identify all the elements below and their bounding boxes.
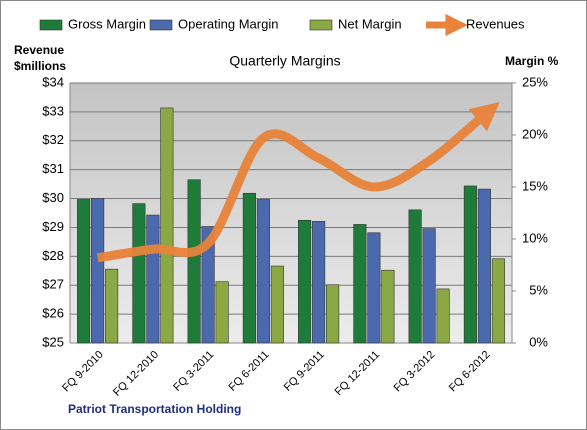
y-tick-label: $34 <box>42 74 64 89</box>
legend-label: Operating Margin <box>178 16 278 31</box>
bar <box>187 179 201 344</box>
y-axis-label: Revenue <box>14 43 64 57</box>
y2-tick-label: 25% <box>522 74 548 89</box>
legend-swatch <box>149 19 173 31</box>
bar <box>91 198 105 344</box>
bar <box>201 226 215 344</box>
bar <box>422 228 436 344</box>
bar <box>270 265 284 344</box>
bar <box>77 199 91 344</box>
legend-swatch <box>39 19 63 31</box>
y-tick-label: $30 <box>42 190 64 205</box>
y-tick-label: $28 <box>42 248 64 263</box>
bar <box>477 188 491 344</box>
bar <box>463 185 477 344</box>
bar <box>326 284 340 344</box>
y2-tick-label: 10% <box>522 230 548 245</box>
bar <box>298 219 312 344</box>
y2-tick-label: 0% <box>529 334 548 349</box>
y-tick-label: $29 <box>42 219 64 234</box>
bar <box>436 288 450 344</box>
y2-tick-label: 20% <box>522 126 548 141</box>
legend-label: Net Margin <box>338 16 402 31</box>
legend-label: Gross Margin <box>68 16 146 31</box>
bar <box>312 221 326 344</box>
legend-label: Revenues <box>466 16 525 31</box>
y-tick-label: $26 <box>42 306 64 321</box>
y-tick-label: $25 <box>42 334 64 349</box>
y-tick-label: $33 <box>42 103 64 118</box>
y2-tick-label: 15% <box>522 178 548 193</box>
y2-tick-label: 5% <box>529 282 548 297</box>
footer: Patriot Transportation Holding <box>68 402 241 416</box>
y-tick-label: $27 <box>42 277 64 292</box>
bar <box>146 214 160 344</box>
y-tick-label: $31 <box>42 161 64 176</box>
bar <box>491 258 505 344</box>
bar <box>215 281 229 344</box>
bar <box>353 224 367 344</box>
y2-axis-label: Margin % <box>505 54 559 68</box>
y-axis-label: $millions <box>14 59 66 73</box>
bar <box>105 268 119 344</box>
bar <box>242 192 256 344</box>
legend-swatch <box>309 19 333 31</box>
bar <box>256 199 270 344</box>
bar <box>408 209 422 344</box>
chart-title: Quarterly Margins <box>229 53 340 69</box>
line <box>96 101 500 263</box>
bar <box>367 232 381 344</box>
bar <box>160 107 174 344</box>
bar <box>381 269 395 344</box>
y-tick-label: $32 <box>42 132 64 147</box>
bar <box>132 203 146 344</box>
